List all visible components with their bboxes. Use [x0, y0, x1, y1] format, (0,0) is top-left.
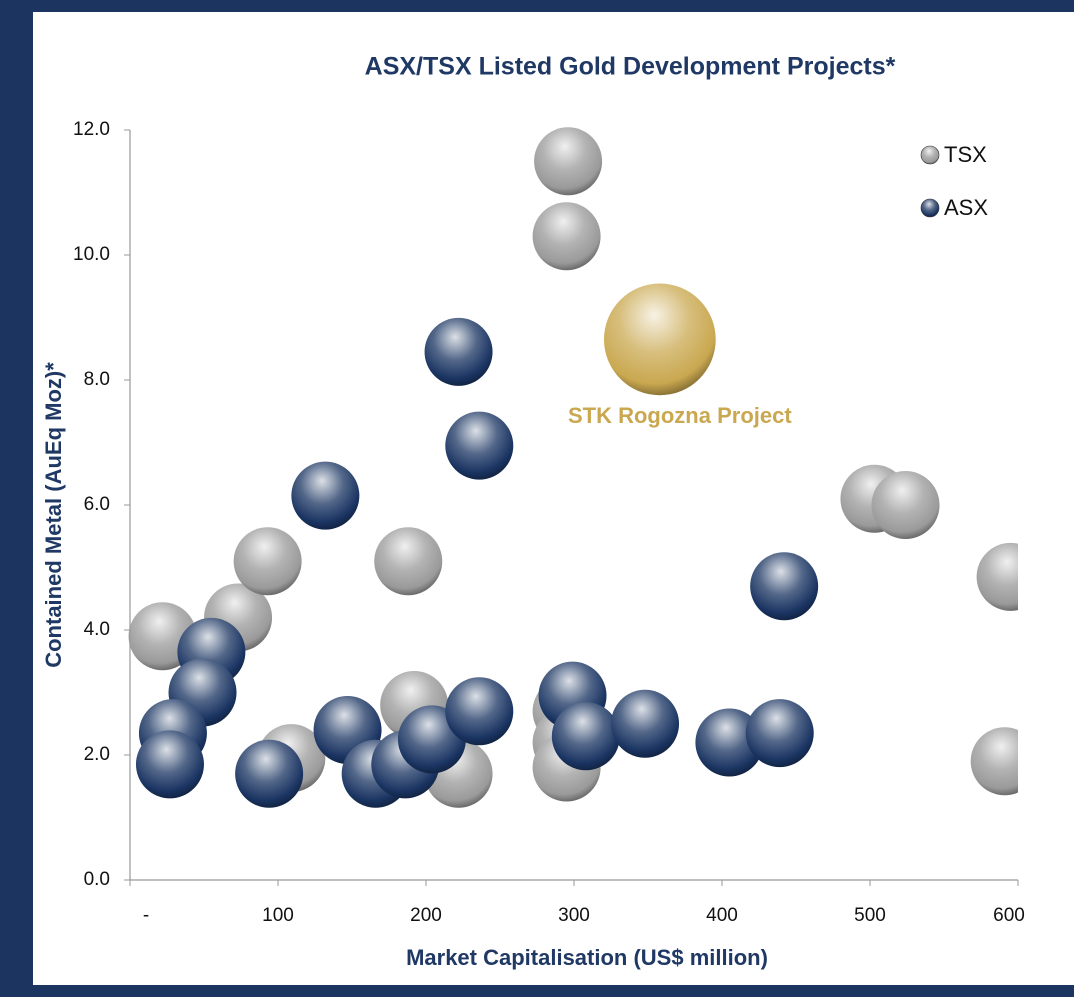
x-tick-label: 400 [706, 905, 738, 926]
bubble [374, 527, 443, 596]
x-tick-label: 200 [410, 905, 442, 926]
bubble [445, 411, 514, 480]
y-tick-label: 2.0 [84, 744, 110, 765]
y-tick-label: 0.0 [84, 869, 110, 890]
bubble [424, 317, 493, 386]
y-tick-label: 8.0 [84, 369, 110, 390]
bubble [611, 689, 680, 758]
bubble [695, 708, 764, 777]
bubble [135, 730, 204, 799]
bubble [970, 727, 1018, 796]
legend-marker [920, 145, 940, 165]
bubble [445, 677, 514, 746]
bubble [871, 471, 940, 539]
bubble [745, 699, 814, 768]
x-tick-label: 600 [993, 905, 1025, 926]
y-tick-label: 4.0 [84, 619, 110, 640]
x-tick-label: 300 [558, 905, 590, 926]
y-tick-label: 6.0 [84, 494, 110, 515]
legend-label: TSX [944, 142, 987, 167]
bubble [534, 127, 603, 196]
y-tick-label: 10.0 [73, 244, 110, 265]
y-tick-label: 12.0 [73, 119, 110, 140]
bubble-label: STK Rogozna Project [568, 403, 792, 428]
bubble [976, 542, 1018, 611]
bubble [233, 527, 302, 596]
bubble [291, 461, 360, 530]
legend-label: ASX [944, 195, 988, 220]
y-axis-title: Contained Metal (AuEq Moz)* [41, 362, 66, 668]
bubble [235, 739, 304, 808]
bubble [551, 702, 620, 771]
x-axis-title: Market Capitalisation (US$ million) [406, 945, 768, 970]
bubble [750, 552, 819, 621]
chart-title: ASX/TSX Listed Gold Development Projects… [365, 53, 896, 81]
bubble [532, 202, 601, 271]
x-tick-label: - [143, 905, 149, 926]
x-tick-label: 500 [854, 905, 886, 926]
x-tick-label: 100 [262, 905, 294, 926]
bubble [603, 283, 716, 396]
legend-marker [920, 198, 940, 218]
